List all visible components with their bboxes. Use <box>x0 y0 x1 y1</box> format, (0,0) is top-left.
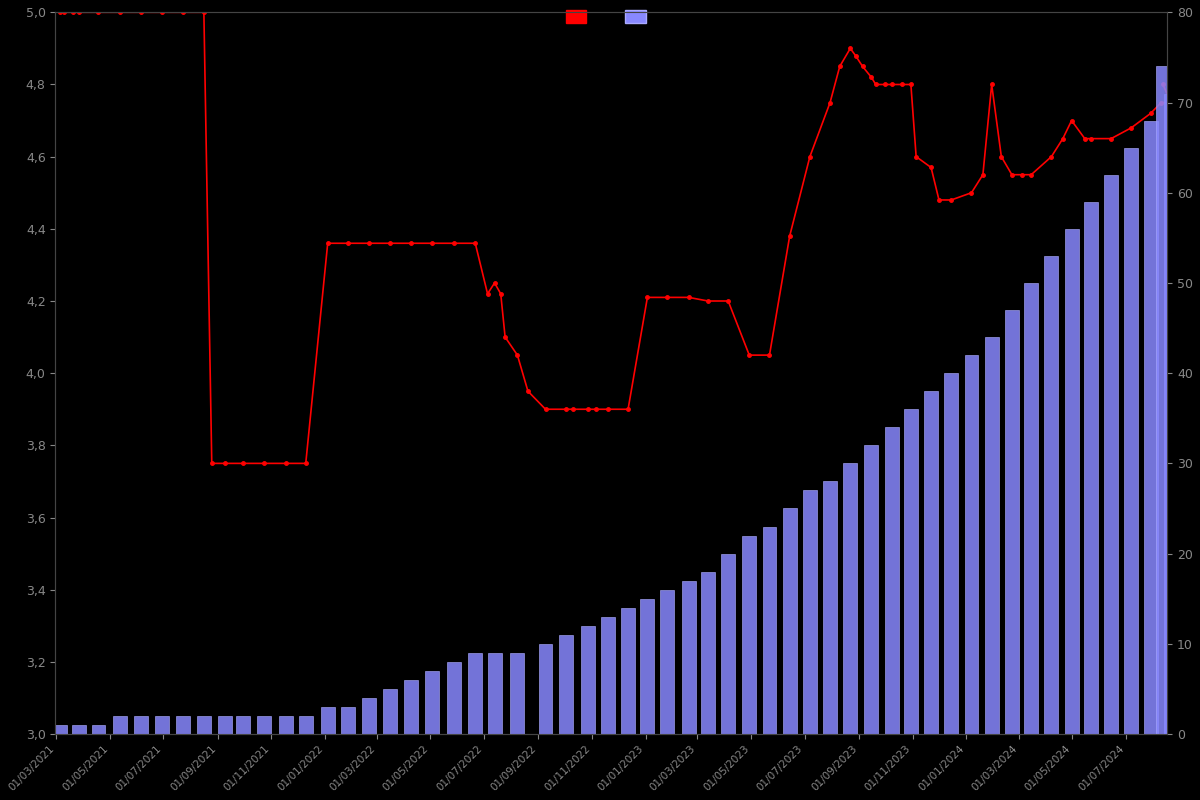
Bar <box>218 716 232 734</box>
Bar <box>701 572 715 734</box>
Bar <box>1064 229 1079 734</box>
Bar <box>72 725 86 734</box>
Bar <box>762 526 776 734</box>
Bar <box>884 427 899 734</box>
Bar <box>236 716 251 734</box>
Bar <box>448 662 461 734</box>
Bar <box>133 716 148 734</box>
Bar <box>682 581 696 734</box>
Bar <box>924 391 938 734</box>
Bar <box>362 698 376 734</box>
Bar <box>487 653 502 734</box>
Bar <box>601 617 614 734</box>
Bar <box>660 590 673 734</box>
Bar <box>383 689 397 734</box>
Bar <box>743 535 756 734</box>
Bar <box>944 373 959 734</box>
Bar <box>844 463 857 734</box>
Bar <box>155 716 169 734</box>
Bar <box>425 671 439 734</box>
Bar <box>1124 148 1139 734</box>
Bar <box>581 626 595 734</box>
Bar <box>1044 256 1058 734</box>
Bar <box>320 707 335 734</box>
Bar <box>803 490 817 734</box>
Bar <box>176 716 190 734</box>
Bar <box>539 644 552 734</box>
Bar <box>559 634 572 734</box>
Bar <box>91 725 106 734</box>
Bar <box>864 446 878 734</box>
Bar <box>278 716 293 734</box>
Bar <box>1025 283 1038 734</box>
Bar <box>299 716 313 734</box>
Bar <box>113 716 126 734</box>
Bar <box>965 355 978 734</box>
Bar <box>985 337 998 734</box>
Bar <box>1084 202 1098 734</box>
Bar <box>258 716 271 734</box>
Bar <box>53 725 67 734</box>
Bar <box>622 608 635 734</box>
Bar <box>1144 121 1158 734</box>
Bar <box>1164 94 1178 734</box>
Bar <box>782 509 797 734</box>
Bar <box>510 653 524 734</box>
Bar <box>721 554 736 734</box>
Bar <box>1004 310 1019 734</box>
Bar <box>1104 174 1118 734</box>
Bar <box>641 598 654 734</box>
Bar <box>404 680 418 734</box>
Bar <box>197 716 211 734</box>
Bar <box>468 653 482 734</box>
Bar <box>823 482 838 734</box>
Legend: , : , <box>560 5 662 30</box>
Bar <box>341 707 355 734</box>
Bar <box>904 410 918 734</box>
Bar <box>1156 66 1170 734</box>
